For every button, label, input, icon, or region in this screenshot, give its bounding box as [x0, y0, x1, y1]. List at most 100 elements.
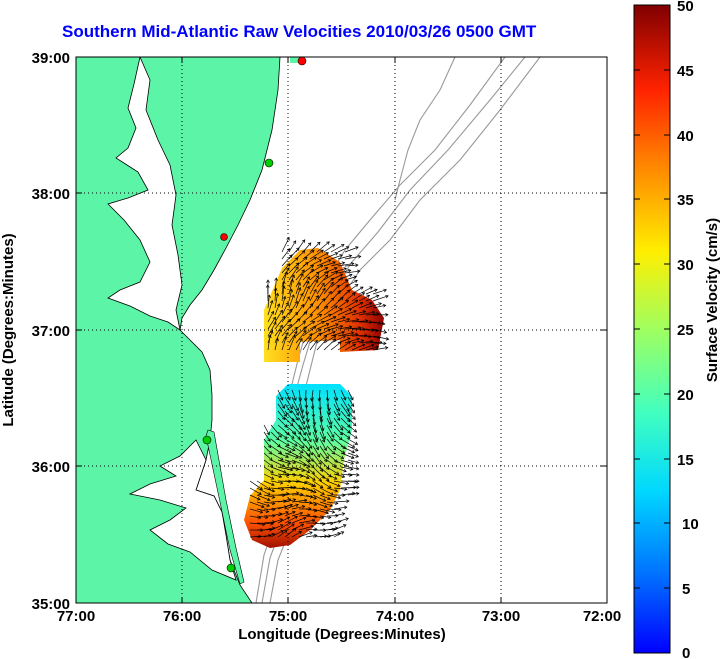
velocity-arrowhead [339, 308, 343, 312]
velocity-arrow [295, 257, 308, 267]
velocity-arrowhead [298, 455, 303, 459]
velocity-arrow [291, 445, 304, 454]
tick-marks [76, 57, 607, 603]
velocity-arrow [305, 534, 317, 538]
velocity-arrow [312, 445, 321, 458]
velocity-arrow [270, 424, 282, 438]
velocity-arrow [298, 410, 305, 424]
velocity-arrow [298, 431, 307, 441]
colorbar-ticks [634, 69, 670, 589]
velocity-arrowhead [353, 309, 357, 314]
velocity-arrowhead [346, 499, 350, 504]
velocity-arrowhead [330, 438, 334, 442]
velocity-arrowhead [308, 445, 313, 449]
velocity-arrow [298, 389, 302, 401]
velocity-arrow [365, 346, 379, 351]
velocity-arrow [291, 396, 299, 411]
velocity-arrow [340, 452, 355, 459]
velocity-arrowhead [356, 485, 360, 490]
velocity-arrowhead [318, 407, 322, 411]
velocity-arrowhead [340, 244, 345, 248]
velocity-arrow [312, 522, 325, 525]
velocity-arrow [358, 286, 373, 295]
velocity-arrowhead [345, 280, 349, 284]
velocity-arrow [326, 438, 337, 451]
x-tick-label: 74:00 [376, 608, 414, 625]
velocity-arrowhead [276, 303, 281, 307]
velocity-arrow [347, 417, 357, 426]
velocity-arrow [284, 410, 295, 422]
velocity-arrowhead [345, 481, 350, 486]
velocity-arrowhead [346, 435, 351, 439]
velocity-arrowhead [359, 286, 364, 290]
velocity-arrow [372, 321, 385, 325]
colorbar-tick-label: 35 [677, 192, 694, 209]
velocity-arrow [365, 341, 382, 344]
velocity-arrow [372, 347, 388, 351]
velocity-arrowhead [356, 473, 360, 477]
velocity-arrowhead [345, 284, 349, 288]
velocity-arrow [323, 323, 339, 330]
velocity-arrow [340, 389, 347, 401]
velocity-arrowhead [350, 403, 355, 407]
velocity-arrow [323, 261, 336, 267]
velocity-arrow [277, 516, 290, 524]
velocity-arrowhead [343, 468, 347, 473]
velocity-arrow [316, 335, 327, 344]
velocity-arrow [263, 473, 274, 480]
velocity-arrowhead [279, 309, 283, 314]
velocity-arrowhead [267, 492, 271, 496]
colorbar-tick-label: 45 [677, 63, 694, 80]
velocity-arrowhead [325, 455, 329, 460]
velocity-arrowhead [339, 427, 344, 431]
velocity-arrow [326, 487, 338, 492]
velocity-arrow [274, 288, 277, 302]
velocity-arrowhead [332, 330, 336, 335]
velocity-arrowhead [323, 458, 328, 463]
velocity-arrowhead [351, 455, 355, 459]
velocity-arrowhead [259, 510, 264, 514]
velocity-arrowhead [353, 429, 358, 433]
velocity-arrowhead [275, 292, 280, 297]
velocity-arrow [256, 494, 271, 501]
velocity-arrowhead [284, 271, 288, 275]
velocity-arrowhead [319, 264, 324, 269]
velocity-arrow [281, 248, 291, 260]
velocity-arrowhead [354, 441, 359, 445]
velocity-arrowhead [336, 407, 341, 412]
velocity-arrowhead [374, 288, 378, 293]
velocity-arrow [295, 293, 304, 309]
velocity-arrowhead [347, 268, 352, 273]
velocity-arrowhead [295, 417, 299, 421]
velocity-arrowhead [348, 308, 353, 312]
velocity-arrow [284, 466, 299, 470]
velocity-arrowhead [335, 323, 339, 327]
velocity-arrow [333, 396, 340, 412]
velocity-arrowhead [266, 279, 270, 283]
velocity-arrow [312, 459, 324, 472]
velocity-arrow [318, 389, 321, 401]
velocity-arrowhead [342, 524, 347, 528]
velocity-arrow [298, 452, 311, 462]
velocity-arrow [312, 501, 328, 508]
velocity-arrow [263, 431, 271, 442]
velocity-arrow [291, 523, 304, 531]
velocity-arrow [347, 389, 354, 401]
velocity-arrow [291, 466, 305, 472]
velocity-arrow [337, 269, 351, 274]
velocity-arrow [326, 410, 332, 425]
velocity-arrowhead [318, 259, 323, 263]
velocity-arrowhead [368, 301, 373, 306]
velocity-arrowhead [282, 470, 287, 474]
velocity-arrowhead [297, 287, 302, 291]
velocity-arrowhead [272, 316, 276, 321]
velocity-arrow [277, 396, 285, 409]
velocity-arrow [263, 494, 275, 498]
velocity-arrowhead [325, 466, 330, 470]
velocity-arrowhead [354, 447, 359, 452]
velocity-arrow [351, 310, 366, 316]
velocity-arrowhead [292, 510, 296, 515]
velocity-arrowhead [332, 446, 337, 451]
velocity-arrowhead [280, 457, 284, 461]
